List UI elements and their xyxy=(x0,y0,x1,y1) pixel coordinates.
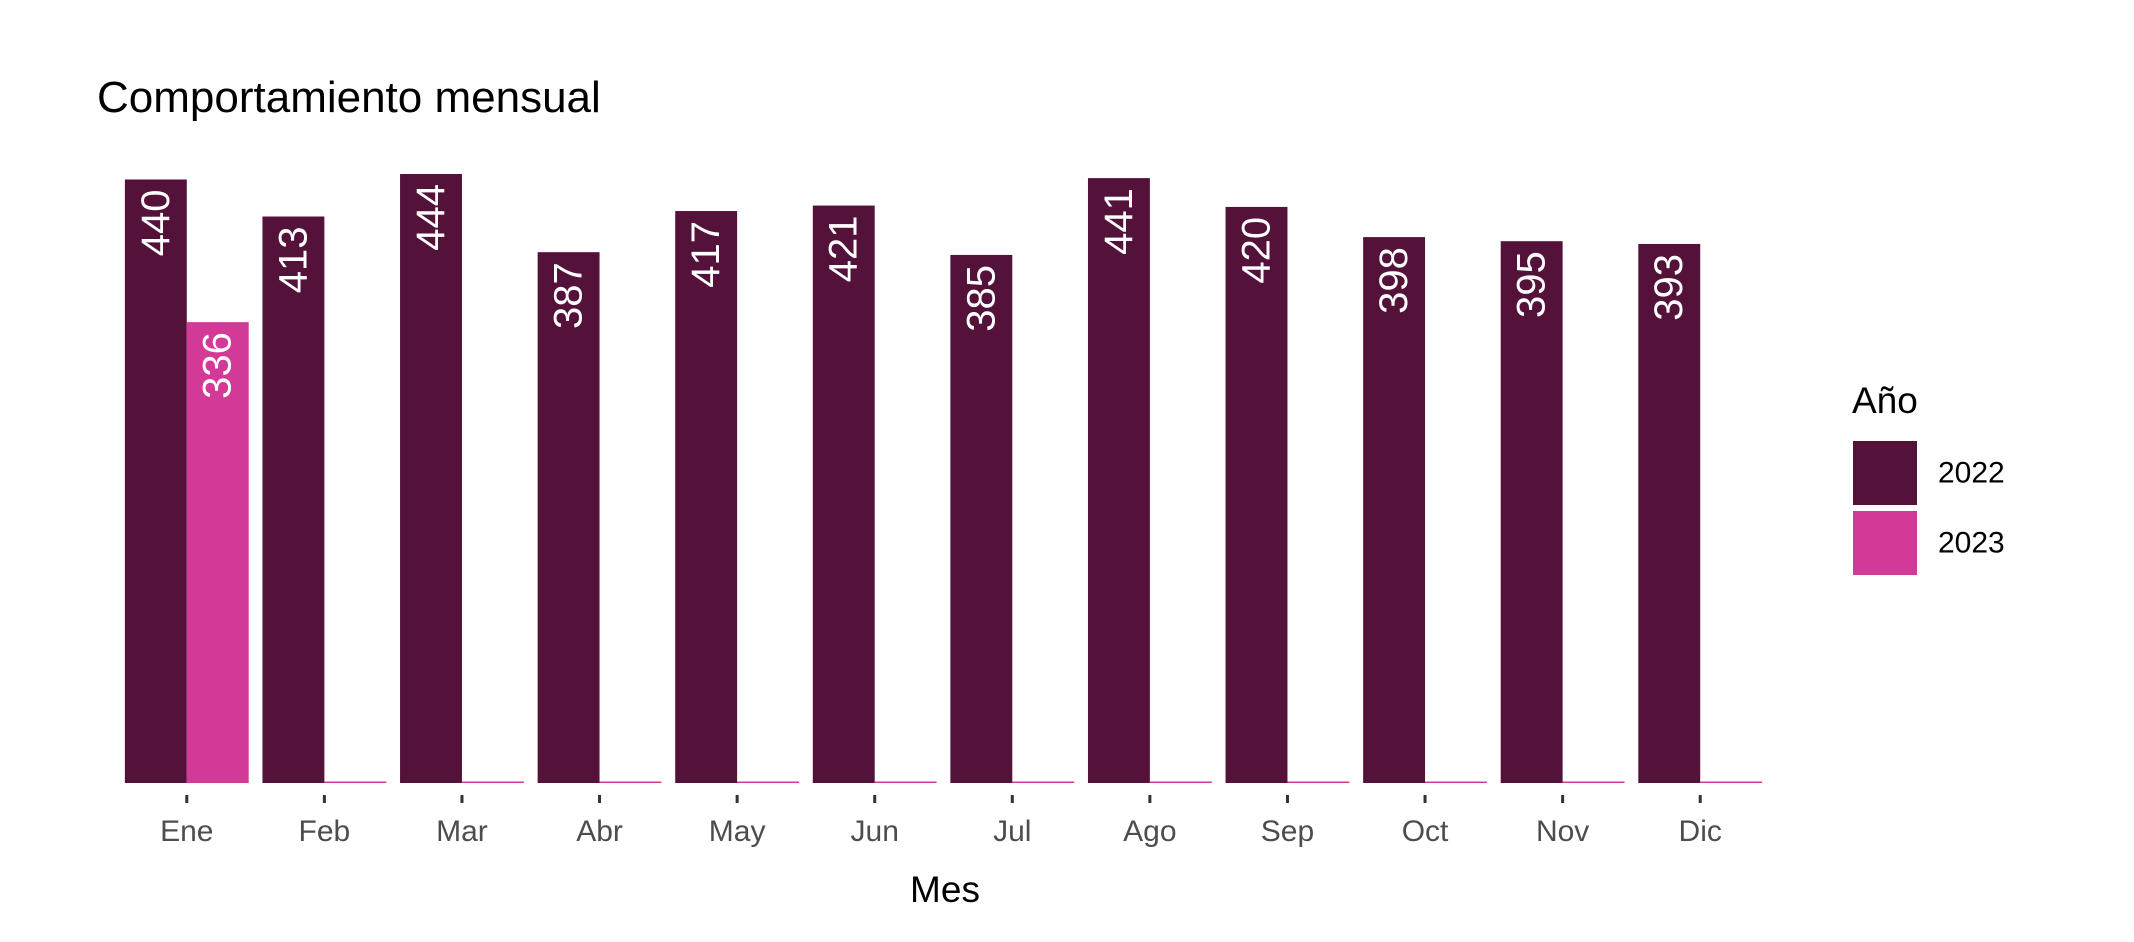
bar-2022-Nov xyxy=(1500,241,1563,783)
legend-key-2023 xyxy=(1851,509,1919,577)
bar-2023-Abr xyxy=(599,781,662,783)
bar-2022-Sep xyxy=(1225,206,1288,784)
bar-2022-Feb xyxy=(262,216,325,783)
bar-2023-Oct xyxy=(1425,781,1487,783)
legend: Año 2022 2023 xyxy=(1851,380,2005,577)
legend-label-2023: 2023 xyxy=(1938,527,2005,560)
x-tick-label-Mar: Mar xyxy=(436,815,488,848)
x-tick-label-Feb: Feb xyxy=(299,815,351,848)
x-tick-label-May: May xyxy=(709,815,766,848)
x-tick-label-Ene: Ene xyxy=(160,815,213,848)
legend-key-2022 xyxy=(1851,439,1919,507)
bar-2023-Ago xyxy=(1149,781,1212,783)
bar-value-label-2022-Dic: 393 xyxy=(1647,254,1691,321)
bar-2023-Nov xyxy=(1562,781,1625,783)
bar-value-label-2022-Mar: 444 xyxy=(409,184,453,251)
bar-2022-Mar xyxy=(400,174,462,783)
bar-2022-Oct xyxy=(1363,237,1426,784)
bar-2022-Dic xyxy=(1638,243,1701,783)
bar-2023-May xyxy=(737,781,800,783)
bar-labels-layer: 440 336 413 444 387 417 421 385 441 420 398 395 393 xyxy=(134,184,1691,399)
chart-title: Comportamiento mensual xyxy=(97,73,601,122)
bar-2022-Jul xyxy=(950,254,1013,783)
bar-value-label-2022-Abr: 387 xyxy=(547,262,591,329)
bar-2022-Ene xyxy=(124,179,187,784)
legend-title: Año xyxy=(1852,380,1918,421)
legend-label-2022: 2022 xyxy=(1938,457,2005,490)
bar-2023-Mar xyxy=(461,781,524,783)
bar-value-label-2022-Ago: 441 xyxy=(1097,188,1141,255)
bar-2023-Sep xyxy=(1287,781,1350,783)
x-tick-label-Nov: Nov xyxy=(1536,815,1589,848)
x-tick-label-Dic: Dic xyxy=(1679,815,1722,848)
x-tick-label-Ago: Ago xyxy=(1123,815,1176,848)
bars-layer xyxy=(124,174,1763,784)
bar-value-label-2022-Ene: 440 xyxy=(134,189,178,256)
bar-2023-Jul xyxy=(1012,781,1075,783)
bar-value-label-2023-Ene: 336 xyxy=(196,332,240,399)
x-tick-label-Oct: Oct xyxy=(1402,815,1449,848)
bar-value-label-2022-Jul: 385 xyxy=(959,265,1003,332)
bar-value-label-2022-Oct: 398 xyxy=(1372,247,1416,314)
bar-value-label-2022-Feb: 413 xyxy=(271,227,315,294)
legend-entries: 2022 2023 xyxy=(1851,439,2005,577)
bar-value-label-2022-May: 417 xyxy=(684,221,728,288)
bar-2022-Abr xyxy=(537,252,600,783)
bar-value-label-2022-Sep: 420 xyxy=(1235,217,1279,284)
bar-value-label-2022-Nov: 395 xyxy=(1510,251,1554,318)
bar-2023-Dic xyxy=(1700,781,1763,783)
x-tick-label-Jul: Jul xyxy=(993,815,1031,848)
bar-2022-Jun xyxy=(812,205,875,784)
bar-2022-Ago xyxy=(1087,178,1150,784)
bar-2022-May xyxy=(675,211,738,783)
bar-2023-Ene xyxy=(186,322,249,783)
bar-2023-Feb xyxy=(324,781,387,783)
bar-2023-Jun xyxy=(874,781,937,783)
x-ticks-layer: Ene Feb Mar Abr May Jun Jul Ago Sep Oct Nov Dic xyxy=(160,795,1722,848)
bar-value-label-2022-Jun: 421 xyxy=(822,216,866,283)
x-axis-title: Mes xyxy=(910,869,980,910)
x-tick-label-Abr: Abr xyxy=(576,815,623,848)
x-tick-label-Jun: Jun xyxy=(851,815,899,848)
x-tick-label-Sep: Sep xyxy=(1261,815,1314,848)
